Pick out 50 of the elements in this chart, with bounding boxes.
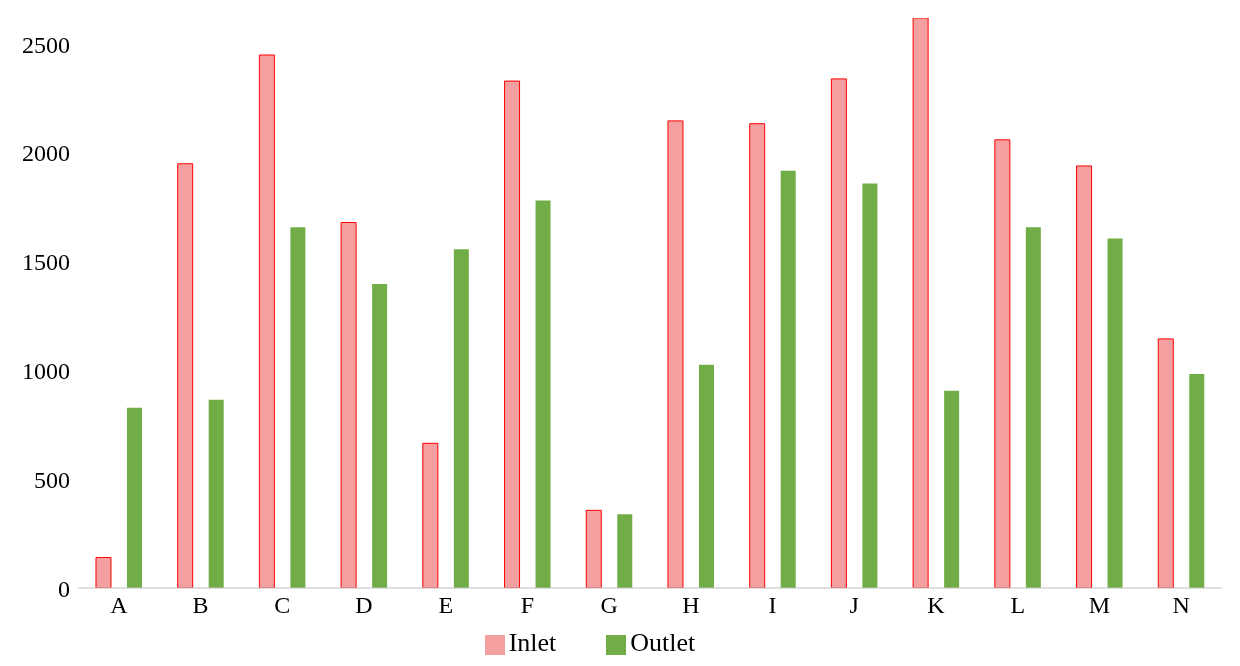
y-tick-label: 2500 [22,31,70,58]
y-tick-label: 0 [58,575,70,602]
bar [667,120,684,588]
y-tick-label: 1000 [22,357,70,384]
x-tick-label: E [438,592,454,619]
y-tick-label: 1500 [22,249,70,276]
bar [1157,338,1174,588]
bar [912,18,929,588]
x-tick-label: N [1172,592,1190,619]
bar [944,390,960,588]
bar [535,200,551,588]
y-tick-label: 2000 [22,140,70,167]
x-tick-label: D [355,592,373,619]
x-tick-label: C [274,592,291,619]
bar [258,54,275,588]
bar [504,80,521,588]
legend-label: Outlet [630,628,696,657]
bar [994,139,1011,588]
bar [340,222,357,588]
legend-label: Inlet [508,628,557,657]
x-tick-label: M [1088,592,1111,619]
bar [372,284,388,588]
x-tick-label: G [600,592,618,619]
x-tick-label: F [520,592,535,619]
bar [126,407,142,588]
bar [95,557,112,588]
bar [1107,238,1123,588]
bar [1025,227,1041,588]
bar [1076,165,1093,588]
bar [422,442,439,588]
bar [780,170,796,588]
x-tick-label: H [682,592,700,619]
bar [290,227,306,588]
bar [453,249,469,588]
x-tick-label: B [192,592,209,619]
bar [177,163,194,588]
x-tick-label: J [849,592,859,619]
bar [698,364,714,588]
bar [862,183,878,588]
bar [585,509,602,588]
x-tick-label: A [110,592,129,619]
bar [830,78,847,588]
y-tick-label: 500 [34,466,70,493]
bar [208,399,224,588]
bar [749,123,766,588]
x-tick-label: I [768,592,777,619]
x-tick-label: L [1010,592,1026,619]
bar [617,514,633,588]
bar [1189,373,1205,588]
x-tick-label: K [927,592,946,619]
